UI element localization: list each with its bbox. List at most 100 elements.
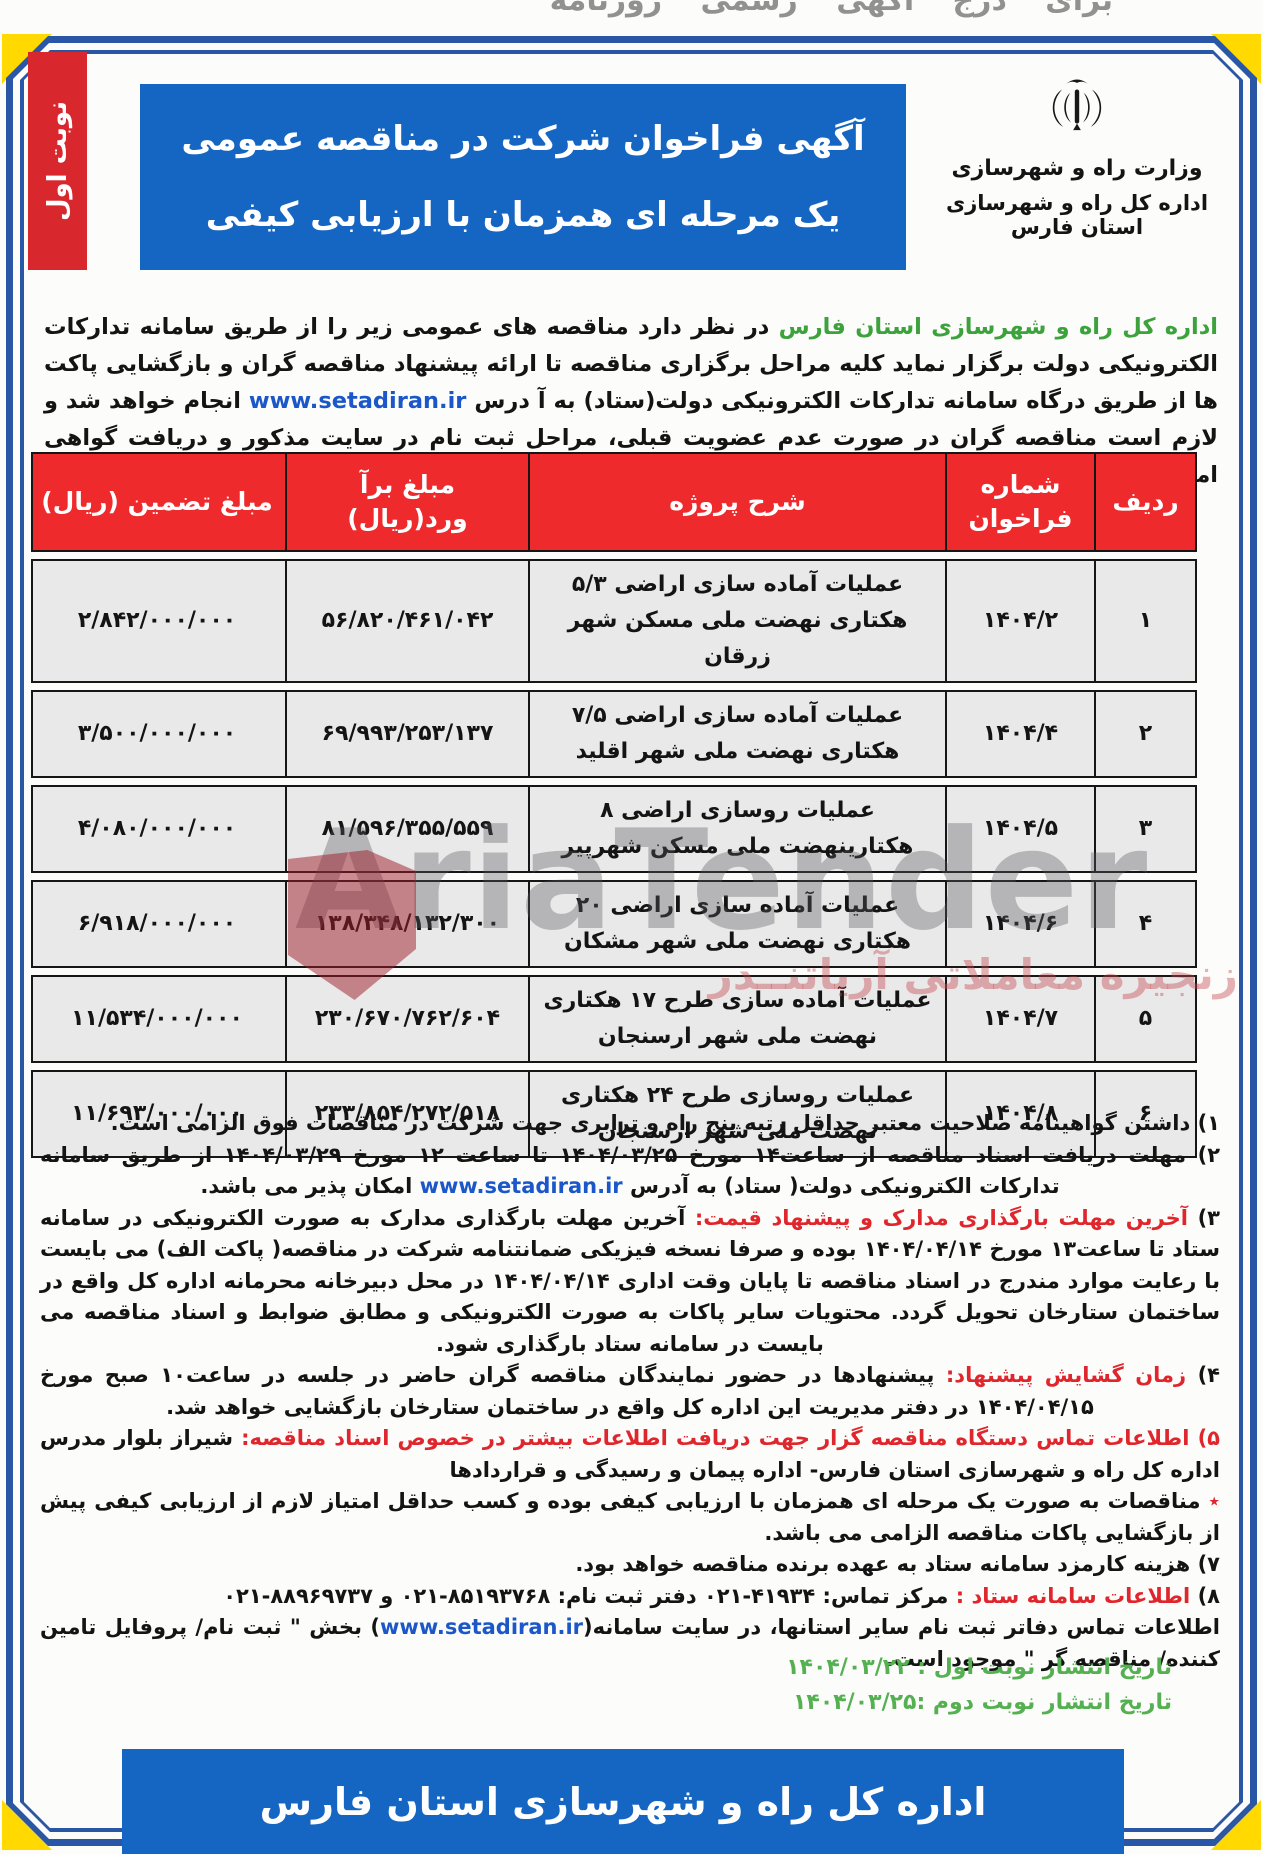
note-number: ۴) (1197, 1363, 1220, 1387)
cell-call-number: ۱۴۰۴/۲ (945, 561, 1094, 681)
notes-section: ۱) داشتن گواهینامه صلاحیت معتبر حداقل رت… (40, 1108, 1220, 1675)
note-text: مرکز تماس: (815, 1583, 956, 1608)
cell-estimate-amount: ۲۳۰/۶۷۰/۷۶۲/۶۰۴ (285, 977, 528, 1061)
ad-title-box: آگهی فراخوان شرکت در مناقصه عمومی یک مرح… (140, 84, 906, 270)
setadiran-link: www.setadiran.ir (248, 387, 467, 414)
cell-guarantee-amount: ۴/۰۸۰/۰۰۰/۰۰۰ (77, 816, 237, 841)
footer-org-title: اداره کل راه و شهرسازی استان فارس (259, 1779, 987, 1824)
cell-row-number: ۴ (1094, 882, 1195, 966)
col-header-project-description: شرح پروژه (528, 454, 945, 550)
publication-dates: تاریخ انتشار نوبت اول : ۱۴۰۴/۰۳/۲۲ تاریخ… (786, 1650, 1172, 1720)
note-text: هزینه کارمزد سامانه ستاد به عهده برنده م… (575, 1552, 1198, 1576)
department-name: اداره کل راه و شهرسازی استان فارس (945, 191, 1209, 239)
cell-project-description: عملیات آماده سازی اراضی ۷/۵ هکتاری نهضت … (528, 692, 945, 776)
cell-estimate-amount: ۵۶/۸۲۰/۴۶۱/۰۴۲ (285, 561, 528, 681)
ministry-name: وزارت راه و شهرسازی (951, 156, 1203, 181)
cell-estimate-amount: ۶۹/۹۹۳/۲۵۳/۱۳۷ (285, 692, 528, 776)
note-item: ۲) مهلت دریافت اسناد مناقصه از ساعت۱۴ مو… (40, 1140, 1220, 1203)
cell-call-number: ۱۴۰۴/۴ (945, 692, 1094, 776)
phone-registration-office-1: ۰۲۱-۸۵۱۹۳۷۶۸ (400, 1583, 551, 1608)
phone-registration-office-2: ۰۲۱-۸۸۹۶۹۷۳۷ (223, 1583, 373, 1608)
note-item: اطلاعات تماس دفاتر ثبت نام سایر استانها،… (40, 1612, 1220, 1675)
ad-title-line-1: آگهی فراخوان شرکت در مناقصه عمومی (181, 119, 865, 160)
publish-date-first: تاریخ انتشار نوبت اول : ۱۴۰۴/۰۳/۲۲ (786, 1655, 1172, 1680)
note-text: آخرین مهلت بارگذاری مدارک به صورت الکترو… (40, 1205, 1221, 1356)
intro-org-highlight: اداره کل راه و شهرسازی استان فارس (778, 313, 1218, 340)
phone-call-center: ۰۲۱-۴۱۹۳۴ (703, 1583, 816, 1608)
note-text: مناقصات به صورت یک مرحله ای همزمان با ار… (40, 1489, 1220, 1545)
note-number: ۸) (1197, 1583, 1220, 1608)
cell-guarantee-amount: ۲/۸۴۲/۰۰۰/۰۰۰ (77, 608, 237, 633)
cell-project-description: عملیات آماده سازی اراضی ۲۰ هکتاری نهضت م… (528, 882, 945, 966)
publish-date-second: تاریخ انتشار نوبت دوم :۱۴۰۴/۰۳/۲۵ (792, 1690, 1172, 1715)
cell-call-number: ۱۴۰۴/۵ (945, 787, 1094, 871)
cell-call-number: ۱۴۰۴/۶ (945, 882, 1094, 966)
table-row: ۱ ۱۴۰۴/۲ عملیات آماده سازی اراضی ۵/۳ هکت… (31, 559, 1197, 683)
note-item: ۳) آخرین مهلت بارگذاری مدارک و پیشنهاد ق… (40, 1203, 1220, 1361)
first-round-badge: نوبت اول (28, 52, 87, 270)
note-number: ۲) (1197, 1142, 1221, 1167)
note-text: ) بخش " ثبت نام/ پروفایل تامین کننده/ من… (40, 1615, 1220, 1671)
col-header-estimate-amount: مبلغ برآ ورد(ریال) (285, 454, 528, 550)
cell-guarantee-amount: ۱۱/۶۹۳/۰۰۰/۰۰۰ (71, 1101, 243, 1126)
note-item: ۱) داشتن گواهینامه صلاحیت معتبر حداقل رت… (40, 1108, 1220, 1140)
iran-emblem-icon (1052, 79, 1102, 131)
cell-estimate-amount: ۱۳۸/۳۴۸/۱۳۲/۳۰۰ (285, 882, 528, 966)
note-text: دفتر ثبت نام: (550, 1583, 704, 1608)
table-row: ۵ ۱۴۰۴/۷ عملیات آماده سازی طرح ۱۷ هکتاری… (31, 975, 1197, 1063)
cell-row-number: ۳ (1094, 787, 1195, 871)
cell-guarantee-amount: ۳/۵۰۰/۰۰۰/۰۰۰ (77, 721, 237, 746)
col-header-guarantee-amount: مبلغ تضمین (ریال) (41, 487, 273, 516)
note-item: ۷) هزینه کارمزد سامانه ستاد به عهده برند… (40, 1549, 1220, 1581)
intro-text-before-link: در نظر دارد مناقصه های عمومی زیر را از ط… (44, 313, 1218, 414)
col-header-call-number: شماره فراخوان (945, 454, 1094, 550)
cell-row-number: ۶ (1094, 1072, 1195, 1156)
cell-call-number: ۱۴۰۴/۸ (945, 1072, 1094, 1156)
cell-project-description: عملیات آماده سازی طرح ۱۷ هکتاری نهضت ملی… (528, 977, 945, 1061)
note-text: امکان پذیر می باشد. (200, 1174, 420, 1198)
note-label: آخرین مهلت بارگذاری مدارک و پیشنهاد قیمت… (694, 1205, 1198, 1230)
note-number: ٭ (1208, 1489, 1220, 1513)
col-header-row-number: ردیف (1094, 454, 1195, 550)
note-text: پیشنهادها در حضور نمایندگان مناقصه گران … (40, 1363, 1094, 1419)
note-number: ۷) (1197, 1552, 1220, 1576)
masthead-cropped-text: برای درج آگهی رسمی روزنامه (283, 0, 1113, 26)
first-round-badge-label: نوبت اول (42, 100, 73, 222)
note-text: مهلت دریافت اسناد مناقصه از ساعت۱۴ مورخ … (40, 1142, 1198, 1199)
note-number: ۵) (1197, 1426, 1220, 1450)
note-text: و (372, 1583, 401, 1608)
cell-estimate-amount: ۸۱/۵۹۶/۳۵۵/۵۵۹ (285, 787, 528, 871)
footer-banner: اداره کل راه و شهرسازی استان فارس (122, 1749, 1124, 1854)
note-label: زمان گشایش پیشنهاد: (945, 1363, 1198, 1387)
note-number: ۳) (1197, 1205, 1220, 1230)
cell-project-description: عملیات روسازی طرح ۲۴ هکتاری نهضت ملی شهر… (528, 1072, 945, 1156)
note-item: ۵) اطلاعات تماس دستگاه مناقصه گزار جهت د… (40, 1423, 1220, 1486)
note-item: ۸) اطلاعات سامانه ستاد : مرکز تماس: ۰۲۱-… (40, 1581, 1220, 1613)
cell-row-number: ۱ (1094, 561, 1195, 681)
tenders-table: ردیف شماره فراخوان شرح پروژه مبلغ برآ ور… (31, 452, 1197, 1158)
cell-project-description: عملیات روسازی اراضی ۸ هکتارینهضت ملی مسک… (528, 787, 945, 871)
cell-row-number: ۲ (1094, 692, 1195, 776)
cell-estimate-amount: ۲۳۳/۸۵۴/۲۷۲/۵۱۸ (285, 1072, 528, 1156)
note-item: ٭ مناقصات به صورت یک مرحله ای همزمان با … (40, 1486, 1220, 1549)
setadiran-link: www.setadiran.ir (380, 1615, 584, 1639)
cell-project-description: عملیات آماده سازی اراضی ۵/۳ هکتاری نهضت … (528, 561, 945, 681)
note-text: اطلاعات تماس دفاتر ثبت نام سایر استانها،… (583, 1615, 1220, 1639)
note-label: اطلاعات سامانه ستاد : (955, 1583, 1198, 1608)
cell-guarantee-amount: ۱۱/۵۳۴/۰۰۰/۰۰۰ (71, 1006, 243, 1031)
note-text: شیراز بلوار مدرس اداره کل راه و شهرسازی … (40, 1426, 1220, 1482)
table-row: ۳ ۱۴۰۴/۵ عملیات روسازی اراضی ۸ هکتارینهض… (31, 785, 1197, 873)
note-item: ۴) زمان گشایش پیشنهاد: پیشنهادها در حضور… (40, 1360, 1220, 1423)
masthead-fragment: برای درج آگهی رسمی روزنامه (549, 0, 1113, 18)
ad-title-line-2: یک مرحله ای همزمان با ارزیابی کیفی (205, 194, 841, 235)
table-row: ۶ ۱۴۰۴/۸ عملیات روسازی طرح ۲۴ هکتاری نهض… (31, 1070, 1197, 1158)
cell-guarantee-amount: ۶/۹۱۸/۰۰۰/۰۰۰ (77, 911, 237, 936)
cell-row-number: ۵ (1094, 977, 1195, 1061)
cell-call-number: ۱۴۰۴/۷ (945, 977, 1094, 1061)
note-label: اطلاعات تماس دستگاه مناقصه گزار جهت دریا… (241, 1426, 1198, 1450)
table-row: ۲ ۱۴۰۴/۴ عملیات آماده سازی اراضی ۷/۵ هکت… (31, 690, 1197, 778)
issuing-org-block: وزارت راه و شهرسازی اداره کل راه و شهرسا… (935, 74, 1219, 239)
setadiran-link: www.setadiran.ir (419, 1174, 623, 1198)
note-text: داشتن گواهینامه صلاحیت معتبر حداقل رتبه … (110, 1111, 1198, 1135)
